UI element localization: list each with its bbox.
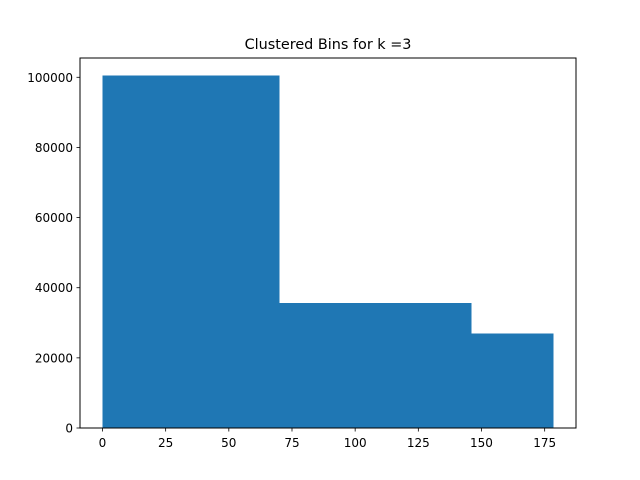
x-tick-label: 150 bbox=[470, 436, 493, 450]
y-tick-label: 80000 bbox=[35, 141, 73, 155]
x-tick-label: 175 bbox=[533, 436, 556, 450]
x-tick-label: 100 bbox=[344, 436, 367, 450]
y-tick-label: 60000 bbox=[35, 211, 73, 225]
x-ticks-group: 0 25 50 75 100 125 150 175 bbox=[99, 428, 556, 450]
y-tick-label: 100000 bbox=[27, 71, 73, 85]
y-tick-label: 0 bbox=[65, 422, 73, 436]
y-tick-label: 40000 bbox=[35, 281, 73, 295]
bar-bin-1 bbox=[102, 75, 280, 428]
y-ticks-group: 0 20000 40000 60000 80000 100000 bbox=[27, 71, 80, 436]
plot-frame bbox=[79, 57, 577, 429]
bars-group bbox=[102, 75, 554, 428]
x-tick-label: 75 bbox=[284, 436, 299, 450]
x-tick-label: 125 bbox=[407, 436, 430, 450]
axes-group bbox=[79, 57, 577, 429]
bar-bin-2 bbox=[279, 303, 472, 428]
x-tick-label: 50 bbox=[221, 436, 236, 450]
y-tick-label: 20000 bbox=[35, 351, 73, 365]
x-tick-label: 0 bbox=[99, 436, 107, 450]
chart-title: Clustered Bins for k =3 bbox=[245, 37, 412, 53]
x-tick-label: 25 bbox=[158, 436, 173, 450]
bar-bin-3 bbox=[471, 333, 554, 428]
